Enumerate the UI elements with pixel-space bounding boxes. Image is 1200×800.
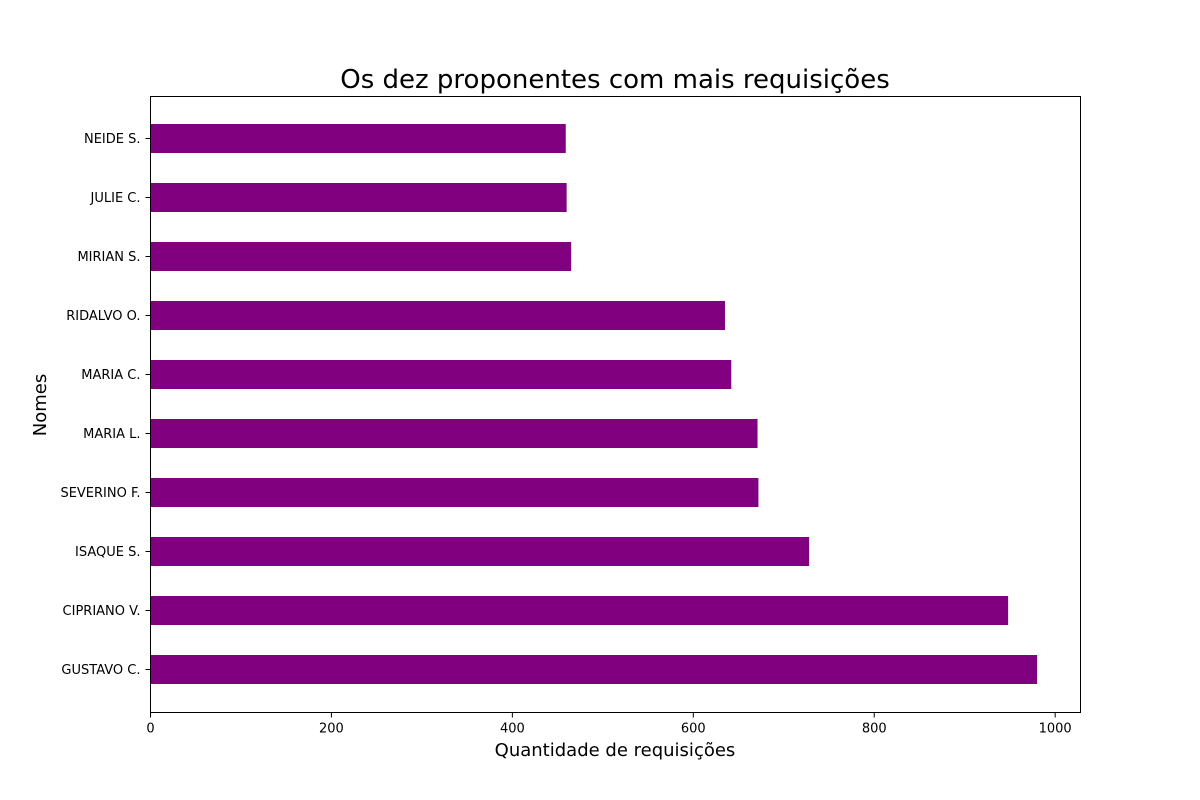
bars-group bbox=[150, 124, 1038, 684]
y-tick-label: MARIA L. bbox=[83, 427, 140, 442]
y-tick-label: NEIDE S. bbox=[84, 132, 141, 147]
chart-title: Os dez proponentes com mais requisições bbox=[340, 65, 890, 95]
plot-frame bbox=[150, 96, 1081, 713]
y-tick-label: JULIE C. bbox=[90, 191, 141, 206]
bar bbox=[150, 183, 567, 212]
y-tick-label: RIDALVO O. bbox=[66, 309, 140, 324]
bar bbox=[150, 478, 759, 507]
y-tick-label: MIRIAN S. bbox=[77, 250, 140, 265]
y-tick-label: CIPRIANO V. bbox=[63, 604, 141, 619]
bar bbox=[150, 301, 725, 330]
bar bbox=[150, 596, 1009, 625]
bar bbox=[150, 419, 758, 448]
bar bbox=[150, 242, 572, 271]
x-tick-label: 400 bbox=[500, 722, 525, 737]
x-tick-label: 600 bbox=[681, 722, 706, 737]
x-tick-label: 800 bbox=[862, 722, 887, 737]
x-tick-label: 0 bbox=[146, 722, 154, 737]
y-tick-label: GUSTAVO C. bbox=[61, 663, 140, 678]
bar bbox=[150, 124, 566, 153]
x-tick-label: 1000 bbox=[1039, 722, 1072, 737]
x-axis-ticks: 0 200 400 600 800 1000 bbox=[146, 712, 1072, 737]
y-tick-label: ISAQUE S. bbox=[75, 545, 140, 560]
y-tick-label: SEVERINO F. bbox=[60, 486, 140, 501]
y-axis-label: Nomes bbox=[30, 374, 51, 436]
bar bbox=[150, 537, 810, 566]
x-axis-label: Quantidade de requisições bbox=[495, 740, 736, 761]
y-axis-ticks: GUSTAVO C. CIPRIANO V. ISAQUE S. SEVERINO F… bbox=[60, 132, 151, 678]
bar bbox=[150, 655, 1038, 684]
y-tick-label: MARIA C. bbox=[81, 368, 140, 383]
bar bbox=[150, 360, 732, 389]
x-tick-label: 200 bbox=[319, 722, 344, 737]
